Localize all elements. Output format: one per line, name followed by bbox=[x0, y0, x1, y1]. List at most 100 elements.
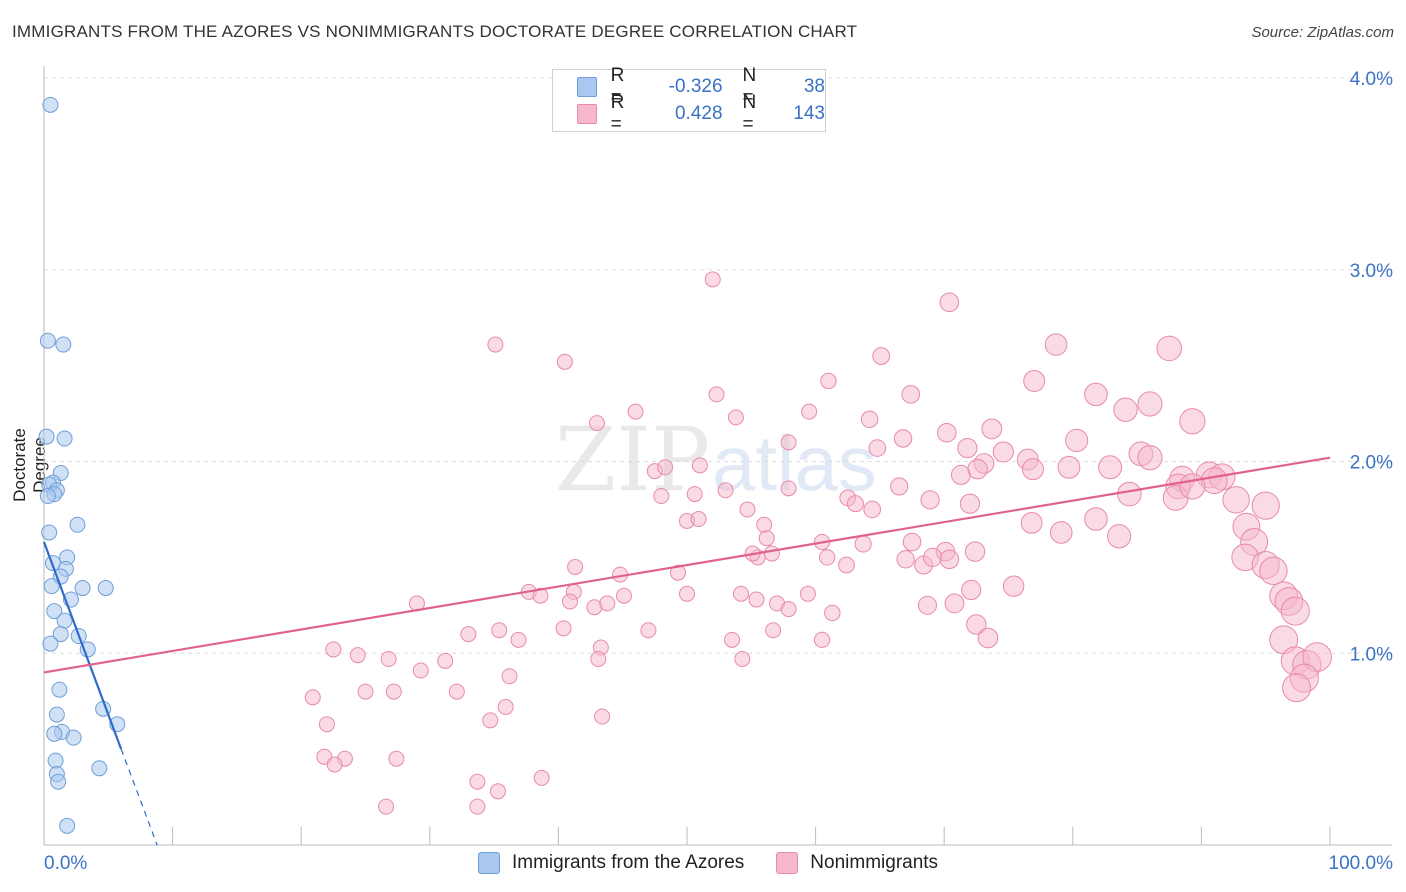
data-point-nonimmigrants bbox=[820, 372, 837, 390]
legend-swatch-blue bbox=[577, 77, 597, 97]
data-point-azores bbox=[52, 626, 69, 643]
data-point-azores bbox=[56, 612, 73, 629]
data-point-nonimmigrants bbox=[854, 535, 872, 553]
data-point-nonimmigrants bbox=[739, 501, 756, 518]
data-point-nonimmigrants bbox=[691, 457, 708, 474]
legend-r-label: R = bbox=[610, 65, 625, 108]
data-point-azores bbox=[46, 603, 63, 620]
data-point-azores bbox=[47, 752, 64, 769]
data-point-nonimmigrants bbox=[615, 587, 632, 604]
data-point-nonimmigrants bbox=[966, 614, 987, 635]
grid-lines bbox=[44, 77, 1392, 654]
data-point-nonimmigrants bbox=[469, 798, 486, 815]
data-point-nonimmigrants bbox=[920, 490, 940, 510]
data-point-nonimmigrants bbox=[567, 558, 584, 575]
data-point-nonimmigrants bbox=[868, 439, 887, 457]
data-point-nonimmigrants bbox=[1251, 491, 1280, 520]
legend-label-azores: Immigrants from the Azores bbox=[512, 852, 745, 873]
data-point-nonimmigrants bbox=[893, 429, 913, 448]
data-point-nonimmigrants bbox=[704, 271, 721, 288]
data-point-nonimmigrants bbox=[627, 403, 644, 420]
data-point-nonimmigrants bbox=[1002, 575, 1025, 597]
data-point-nonimmigrants bbox=[1065, 428, 1089, 453]
data-point-nonimmigrants bbox=[690, 511, 707, 528]
data-point-nonimmigrants bbox=[717, 482, 734, 499]
data-point-azores bbox=[91, 760, 108, 777]
legend-n-value: 38 bbox=[803, 76, 825, 97]
data-point-nonimmigrants bbox=[561, 593, 578, 610]
legend-item-nonimmigrants[interactable]: Nonimmigrants bbox=[776, 852, 938, 874]
data-point-nonimmigrants bbox=[763, 545, 780, 562]
legend-swatch-blue bbox=[478, 852, 500, 874]
data-point-nonimmigrants bbox=[957, 437, 978, 459]
data-point-azores bbox=[38, 428, 55, 445]
data-point-azores bbox=[55, 336, 72, 353]
data-point-nonimmigrants bbox=[325, 641, 342, 658]
legend-label-nonimmigrants: Nonimmigrants bbox=[810, 852, 939, 873]
data-point-nonimmigrants bbox=[936, 422, 957, 443]
data-point-nonimmigrants bbox=[304, 689, 321, 706]
data-point-azores bbox=[74, 580, 91, 597]
data-point-azores bbox=[50, 773, 67, 790]
data-point-nonimmigrants bbox=[727, 409, 744, 426]
series-legend: Immigrants from the Azores Nonimmigrants bbox=[478, 852, 970, 874]
data-point-nonimmigrants bbox=[388, 750, 405, 767]
data-point-nonimmigrants bbox=[1282, 673, 1312, 703]
data-point-nonimmigrants bbox=[501, 668, 518, 685]
data-point-azores bbox=[69, 516, 86, 533]
data-point-nonimmigrants bbox=[1156, 335, 1183, 362]
data-point-nonimmigrants bbox=[890, 477, 909, 496]
data-point-nonimmigrants bbox=[801, 403, 818, 420]
data-point-nonimmigrants bbox=[1057, 455, 1081, 479]
data-point-azores bbox=[59, 817, 76, 834]
legend-swatch-pink bbox=[776, 852, 799, 874]
trend-lines bbox=[42, 456, 1331, 846]
data-point-nonimmigrants bbox=[981, 418, 1003, 440]
data-point-nonimmigrants bbox=[556, 353, 573, 370]
data-point-azores bbox=[51, 681, 68, 698]
data-point-nonimmigrants bbox=[959, 493, 981, 514]
x-tick-label: 100.0% bbox=[1329, 853, 1394, 874]
data-point-azores bbox=[97, 580, 114, 597]
data-point-nonimmigrants bbox=[491, 622, 508, 639]
data-point-azores bbox=[39, 332, 56, 349]
data-point-azores bbox=[39, 488, 56, 505]
data-point-nonimmigrants bbox=[510, 631, 527, 648]
data-point-nonimmigrants bbox=[902, 532, 922, 552]
data-point-nonimmigrants bbox=[780, 434, 797, 451]
data-point-nonimmigrants bbox=[838, 556, 855, 574]
legend-r-label: R = bbox=[610, 92, 625, 135]
data-point-nonimmigrants bbox=[708, 386, 725, 403]
data-point-nonimmigrants bbox=[939, 549, 960, 570]
legend-swatch-pink bbox=[577, 104, 597, 124]
data-point-nonimmigrants bbox=[555, 620, 572, 637]
data-point-azores bbox=[41, 524, 58, 541]
data-point-nonimmigrants bbox=[860, 410, 879, 429]
data-point-nonimmigrants bbox=[917, 595, 937, 615]
data-point-nonimmigrants bbox=[813, 631, 831, 648]
data-point-nonimmigrants bbox=[872, 347, 891, 365]
data-point-azores bbox=[56, 430, 73, 447]
data-point-nonimmigrants bbox=[1200, 467, 1228, 495]
data-point-nonimmigrants bbox=[799, 585, 816, 602]
data-point-azores bbox=[46, 725, 63, 742]
data-point-nonimmigrants bbox=[977, 627, 999, 649]
data-point-nonimmigrants bbox=[733, 585, 750, 602]
data-point-nonimmigrants bbox=[1179, 408, 1206, 435]
data-point-nonimmigrants bbox=[967, 458, 988, 480]
legend-r-value: -0.326 bbox=[668, 76, 723, 97]
data-point-nonimmigrants bbox=[901, 385, 921, 404]
data-point-nonimmigrants bbox=[992, 441, 1014, 463]
data-point-nonimmigrants bbox=[588, 415, 605, 432]
azores-points bbox=[38, 96, 126, 834]
trend-line-nonimmigrants bbox=[43, 456, 1331, 674]
legend-item-azores[interactable]: Immigrants from the Azores bbox=[478, 852, 744, 874]
data-point-nonimmigrants bbox=[939, 292, 960, 313]
data-point-nonimmigrants bbox=[669, 564, 686, 581]
y-tick-label: 2.0% bbox=[1350, 453, 1393, 474]
data-point-nonimmigrants bbox=[748, 591, 765, 608]
data-point-nonimmigrants bbox=[1222, 486, 1250, 514]
data-point-nonimmigrants bbox=[533, 769, 550, 786]
data-point-nonimmigrants bbox=[326, 756, 343, 773]
data-point-nonimmigrants bbox=[961, 579, 982, 601]
